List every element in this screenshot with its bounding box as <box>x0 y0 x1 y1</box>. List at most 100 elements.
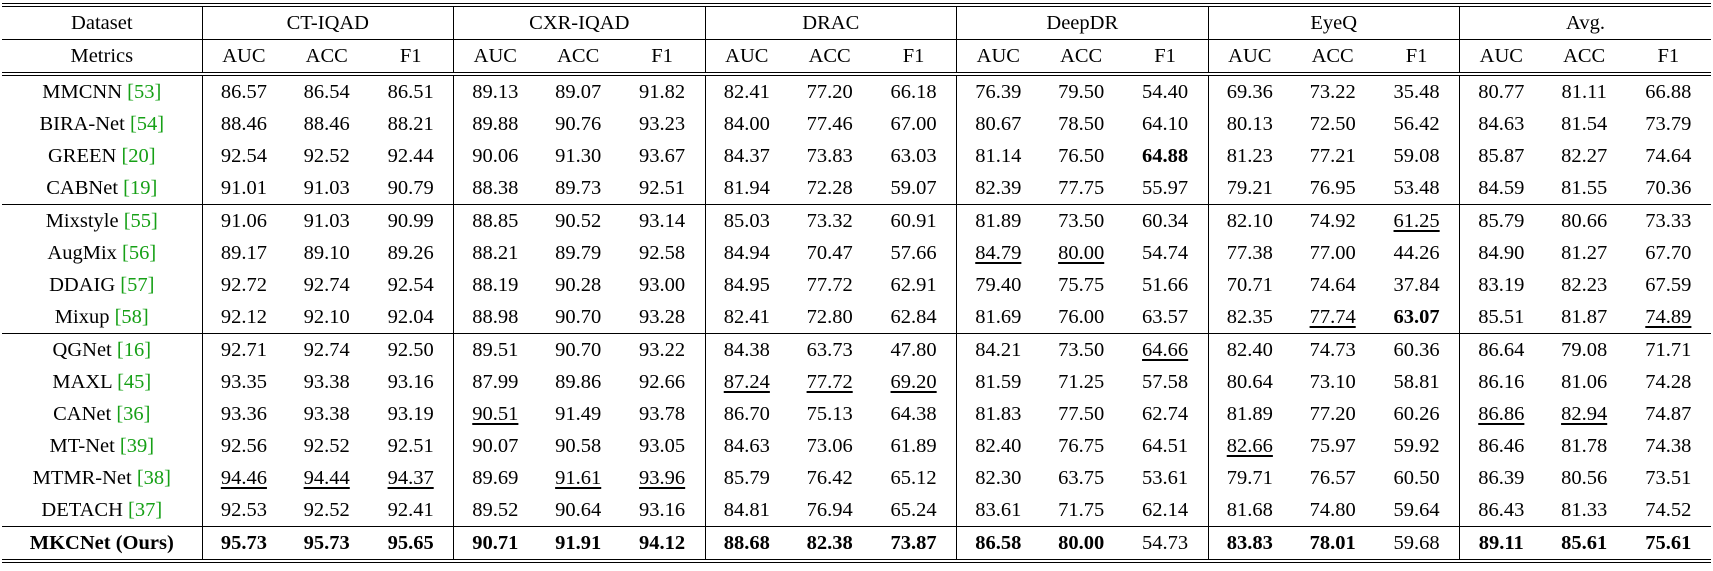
value-cell: 84.90 <box>1458 237 1543 269</box>
metric-value: 84.90 <box>1478 242 1525 264</box>
metric-value: 81.27 <box>1561 242 1608 264</box>
metric-value: 88.46 <box>220 113 267 135</box>
method-name-cell: Mixstyle [55] <box>2 204 203 237</box>
value-cell: 89.07 <box>536 72 620 108</box>
metric-header-f1: F1 <box>1122 39 1209 74</box>
metric-value: 83.19 <box>1478 274 1525 296</box>
metric-value: 64.51 <box>1142 435 1189 457</box>
value-cell: 81.55 <box>1543 172 1626 205</box>
citation-link[interactable]: [16] <box>116 339 152 361</box>
value-cell: 82.41 <box>704 72 789 108</box>
metric-value: 59.07 <box>890 177 937 199</box>
citation-link[interactable]: [37] <box>128 499 163 521</box>
table-row: MMCNN [53] 86.57 86.54 86.51 89.13 89.07 91.82… <box>2 72 1711 108</box>
value-cell: 81.14 <box>956 140 1040 172</box>
metric-value: 89.88 <box>472 113 519 135</box>
value-cell: 66.88 <box>1625 72 1711 108</box>
citation-link[interactable]: [55] <box>123 210 158 232</box>
citation-link[interactable]: [45] <box>117 371 152 393</box>
citation-link[interactable]: [19] <box>123 177 158 199</box>
value-cell: 81.54 <box>1543 108 1626 140</box>
value-cell: 89.26 <box>368 237 453 269</box>
value-cell: 90.99 <box>368 204 454 237</box>
value-cell: 76.42 <box>788 462 871 494</box>
metric-value: 88.46 <box>303 113 350 135</box>
citation-link[interactable]: [57] <box>120 274 155 296</box>
value-cell: 94.12 <box>619 526 706 563</box>
metric-value: 82.94 <box>1561 403 1608 425</box>
metric-value: 79.40 <box>975 274 1022 296</box>
value-cell: 88.46 <box>201 108 286 140</box>
metric-value: 59.92 <box>1393 435 1440 457</box>
value-cell: 59.64 <box>1374 494 1459 527</box>
value-cell: 55.97 <box>1123 172 1208 205</box>
method-name: MMCNN <box>42 81 123 103</box>
metric-value: 37.84 <box>1393 274 1440 296</box>
value-cell: 85.51 <box>1458 301 1543 334</box>
metric-value: 51.66 <box>1142 274 1189 296</box>
metric-value: 93.16 <box>387 371 434 393</box>
value-cell: 92.54 <box>368 269 453 301</box>
metric-value: 54.73 <box>1142 532 1189 554</box>
citation-link[interactable]: [53] <box>127 81 162 103</box>
value-cell: 81.59 <box>956 366 1040 398</box>
metric-value: 74.38 <box>1645 435 1692 457</box>
value-cell: 92.50 <box>368 333 454 366</box>
value-cell: 72.50 <box>1291 108 1374 140</box>
value-cell: 64.38 <box>871 398 956 430</box>
citation-link[interactable]: [39] <box>119 435 155 457</box>
value-cell: 60.36 <box>1374 333 1460 366</box>
metric-header-acc: ACC <box>788 39 872 74</box>
citation-link[interactable]: [20] <box>121 145 156 167</box>
metric-value: 91.03 <box>303 210 350 232</box>
value-cell: 74.80 <box>1291 494 1374 527</box>
value-cell: 91.01 <box>201 172 286 205</box>
value-cell: 89.86 <box>537 366 620 398</box>
value-cell: 79.08 <box>1542 333 1626 366</box>
table-row: AugMix [56] 89.17 89.10 89.26 88.21 89.79 92.5… <box>2 237 1711 269</box>
value-cell: 90.71 <box>453 526 537 563</box>
value-cell: 85.61 <box>1542 526 1626 563</box>
metric-value: 73.10 <box>1309 371 1356 393</box>
metric-value: 92.52 <box>303 145 350 167</box>
metric-value: 73.06 <box>806 435 853 457</box>
citation-link[interactable]: [56] <box>122 242 157 264</box>
value-cell: 80.00 <box>1039 526 1123 563</box>
value-cell: 86.54 <box>285 72 369 108</box>
value-cell: 85.79 <box>704 462 789 494</box>
metric-value: 90.71 <box>472 532 519 554</box>
metric-value: 82.27 <box>1561 145 1608 167</box>
value-cell: 79.50 <box>1039 72 1123 108</box>
value-cell: 93.16 <box>620 494 705 527</box>
value-cell: 81.94 <box>704 172 789 205</box>
citation-link[interactable]: [54] <box>129 113 165 135</box>
value-cell: 83.83 <box>1207 526 1292 563</box>
value-cell: 63.75 <box>1040 462 1123 494</box>
metric-header-auc: AUC <box>201 39 286 74</box>
metric-value: 54.74 <box>1142 242 1189 264</box>
value-cell: 73.79 <box>1626 108 1711 140</box>
metric-value: 82.30 <box>975 467 1022 489</box>
metric-value: 76.94 <box>806 499 853 521</box>
value-cell: 82.38 <box>788 526 872 563</box>
metric-value: 53.48 <box>1393 177 1440 199</box>
metric-value: 87.24 <box>723 371 770 393</box>
citation-link[interactable]: [58] <box>114 306 149 328</box>
citation-link[interactable]: [38] <box>136 467 171 489</box>
method-name-cell: CANet [36] <box>2 398 202 430</box>
value-cell: 93.23 <box>620 108 705 140</box>
metric-value: 86.64 <box>1478 339 1525 361</box>
metric-value: 92.72 <box>220 274 267 296</box>
value-cell: 89.13 <box>453 72 537 108</box>
citation-link[interactable]: [36] <box>116 403 151 425</box>
metric-value: 90.70 <box>555 339 602 361</box>
metric-value: 92.66 <box>639 371 686 393</box>
metric-value: 81.55 <box>1561 177 1608 199</box>
metric-value: 74.28 <box>1645 371 1692 393</box>
value-cell: 73.06 <box>788 430 871 462</box>
value-cell: 77.21 <box>1291 140 1374 172</box>
metric-value: 65.12 <box>890 467 937 489</box>
value-cell: 84.21 <box>956 333 1040 366</box>
metric-value: 89.26 <box>387 242 434 264</box>
value-cell: 75.13 <box>788 398 871 430</box>
